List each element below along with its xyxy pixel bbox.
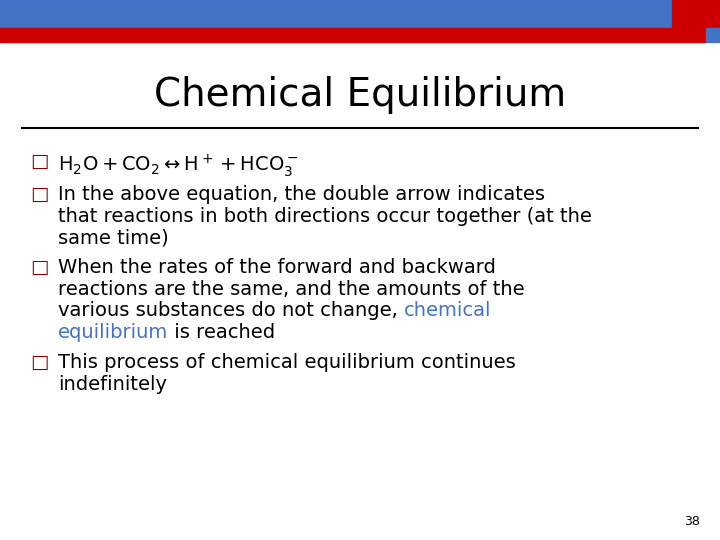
Text: 38: 38 <box>684 515 700 528</box>
Text: reactions are the same, and the amounts of the: reactions are the same, and the amounts … <box>58 280 525 299</box>
Text: □: □ <box>30 152 48 171</box>
Bar <box>706 28 720 42</box>
Text: In the above equation, the double arrow indicates: In the above equation, the double arrow … <box>58 185 545 204</box>
Text: $\mathrm{H_2O + CO_2 \leftrightarrow H^+ + HCO_3^-}$: $\mathrm{H_2O + CO_2 \leftrightarrow H^+… <box>58 152 298 179</box>
Text: that reactions in both directions occur together (at the: that reactions in both directions occur … <box>58 207 592 226</box>
Bar <box>0 0 672 28</box>
Text: same time): same time) <box>58 228 168 247</box>
Text: indefinitely: indefinitely <box>58 375 167 394</box>
Text: This process of chemical equilibrium continues: This process of chemical equilibrium con… <box>58 353 516 372</box>
Text: is reached: is reached <box>168 323 275 342</box>
Text: chemical: chemical <box>404 301 492 321</box>
Bar <box>672 0 720 28</box>
Text: various substances do not change,: various substances do not change, <box>58 301 404 321</box>
Text: □: □ <box>30 185 48 204</box>
Bar <box>0 28 706 42</box>
Text: When the rates of the forward and backward: When the rates of the forward and backwa… <box>58 258 496 277</box>
Text: equilibrium: equilibrium <box>58 323 168 342</box>
Text: □: □ <box>30 353 48 372</box>
Text: Chemical Equilibrium: Chemical Equilibrium <box>154 76 566 114</box>
Text: □: □ <box>30 258 48 277</box>
